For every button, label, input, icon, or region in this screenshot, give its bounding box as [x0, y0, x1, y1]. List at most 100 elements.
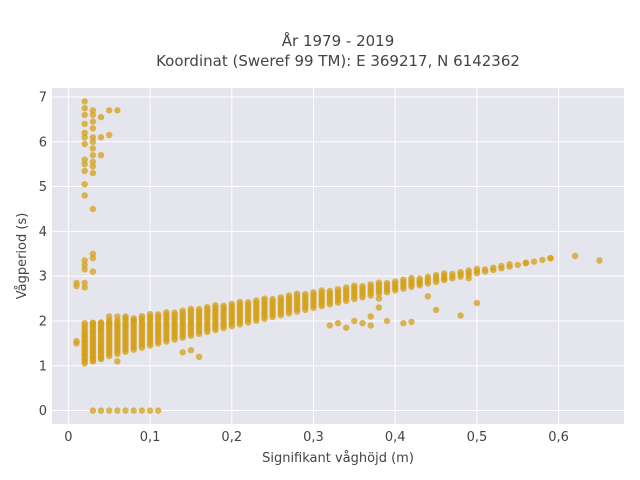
data-point — [114, 358, 121, 365]
data-point — [97, 326, 105, 334]
data-point — [81, 346, 88, 354]
data-point — [89, 340, 97, 347]
data-point — [343, 284, 350, 291]
data-point — [89, 255, 97, 262]
y-axis-ticks: 0 1 2 3 4 5 6 7 — [39, 90, 47, 419]
data-point — [89, 118, 97, 125]
data-point — [81, 129, 88, 136]
data-point — [195, 353, 203, 360]
data-point — [367, 313, 374, 320]
data-point — [81, 156, 88, 163]
data-point — [73, 340, 80, 347]
data-point — [81, 257, 88, 264]
data-point — [81, 140, 88, 148]
data-point — [465, 267, 472, 274]
data-point — [106, 313, 113, 320]
data-point — [441, 275, 448, 282]
data-point — [106, 131, 113, 139]
data-point — [424, 293, 432, 300]
data-point — [97, 407, 105, 414]
data-point — [89, 407, 97, 414]
data-point — [81, 279, 88, 287]
data-point — [432, 306, 440, 313]
data-point — [97, 320, 105, 327]
data-point — [392, 278, 399, 285]
data-point — [220, 302, 227, 309]
data-point — [596, 257, 603, 264]
data-point — [81, 266, 88, 273]
data-point — [473, 299, 481, 307]
data-point — [236, 298, 244, 306]
data-point — [498, 262, 505, 270]
data-point — [130, 407, 137, 414]
y-tick-label: 7 — [39, 90, 47, 105]
data-point — [81, 355, 88, 363]
data-point — [179, 349, 186, 356]
y-axis-title: Vågperiod (s) — [15, 213, 30, 300]
data-point — [73, 282, 80, 290]
data-point — [89, 169, 97, 177]
data-point — [228, 300, 235, 307]
data-point — [449, 270, 456, 278]
data-point — [326, 287, 333, 295]
data-point — [138, 407, 146, 414]
data-point — [318, 287, 325, 294]
data-point — [400, 276, 407, 283]
data-point — [89, 353, 97, 360]
data-point — [571, 252, 579, 260]
data-point — [89, 250, 97, 257]
data-point — [310, 289, 317, 296]
data-point — [89, 349, 97, 356]
data-point — [334, 286, 342, 293]
data-point — [244, 299, 252, 306]
data-point — [416, 279, 423, 287]
data-point — [89, 107, 97, 114]
data-point — [89, 205, 97, 213]
data-point — [89, 138, 97, 145]
data-point — [408, 274, 415, 282]
data-point — [114, 322, 121, 329]
data-point — [81, 320, 88, 327]
data-point — [97, 335, 105, 343]
data-point — [114, 107, 121, 114]
chart-title-line1: År 1979 - 2019 — [282, 31, 395, 50]
data-point — [146, 311, 154, 318]
data-point — [481, 266, 489, 273]
data-point — [106, 407, 113, 414]
data-point — [81, 333, 88, 340]
data-point — [506, 261, 513, 268]
data-point — [130, 317, 137, 325]
data-point — [81, 351, 88, 358]
data-point — [473, 265, 481, 272]
data-point — [457, 312, 464, 319]
data-point — [81, 98, 88, 105]
x-tick-label: 0 — [64, 430, 72, 445]
data-point — [187, 346, 195, 354]
data-point — [89, 145, 97, 152]
data-point — [424, 273, 432, 280]
data-point — [97, 349, 105, 356]
data-point — [122, 313, 129, 320]
data-point — [81, 120, 88, 128]
data-point — [195, 305, 203, 313]
data-point — [400, 320, 407, 327]
x-tick-label: 0,6 — [548, 430, 569, 445]
data-point — [81, 284, 88, 291]
data-point — [204, 304, 211, 311]
data-point — [114, 407, 121, 414]
data-point — [81, 192, 88, 199]
data-point — [81, 161, 88, 168]
data-point — [514, 261, 521, 269]
data-point — [383, 317, 391, 325]
chart-title-line2: Koordinat (Sweref 99 TM): E 369217, N 61… — [156, 52, 520, 70]
data-point — [343, 324, 350, 331]
x-tick-label: 0,4 — [385, 430, 406, 445]
data-point — [81, 181, 88, 188]
data-point — [530, 258, 538, 265]
data-point — [97, 342, 105, 349]
data-point — [367, 281, 374, 288]
data-point — [81, 337, 88, 345]
y-tick-label: 3 — [39, 270, 47, 285]
data-point — [334, 320, 342, 327]
data-point — [359, 283, 366, 290]
